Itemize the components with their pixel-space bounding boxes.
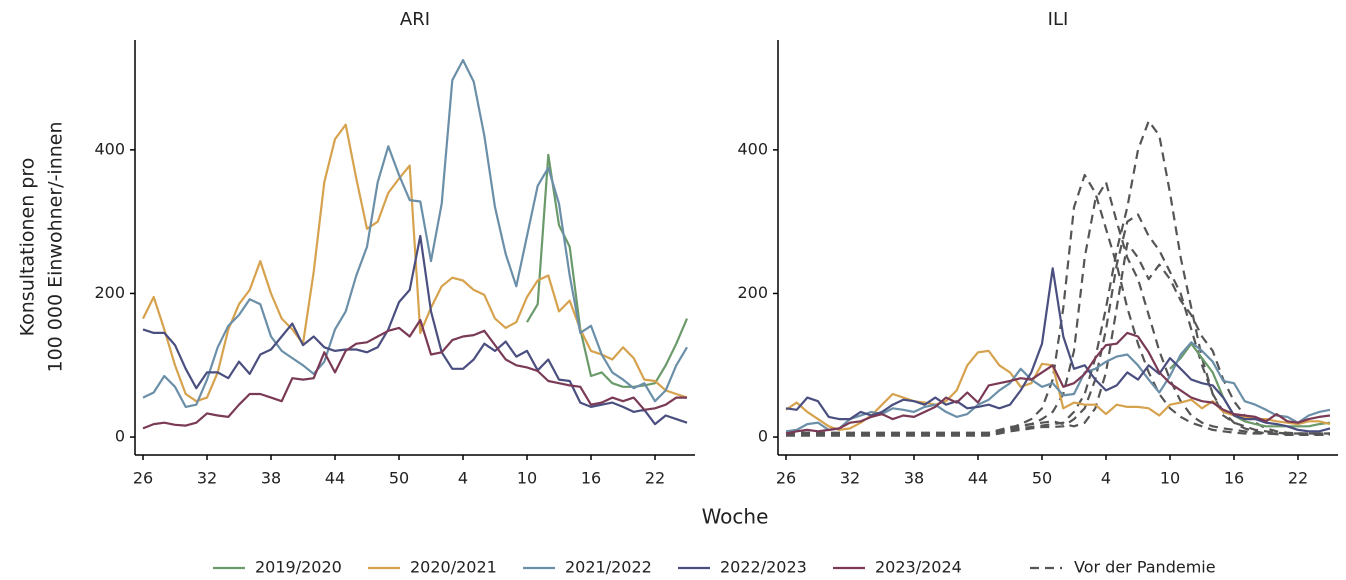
x-tick-label: 10 — [517, 469, 537, 488]
y-tick-label: 200 — [94, 283, 125, 302]
y-tick-label: 400 — [94, 139, 125, 158]
reference-line — [786, 242, 1330, 435]
x-tick-label: 26 — [133, 469, 153, 488]
series-line — [785, 331, 1331, 435]
y-axis-label: Konsultationen pro — [17, 158, 39, 337]
x-axis-label: Woche — [702, 505, 769, 529]
reference-line — [786, 213, 1330, 437]
legend-label: 2022/2023 — [720, 558, 807, 577]
x-tick-label: 32 — [197, 469, 217, 488]
series-line — [142, 123, 688, 403]
x-tick-label: 22 — [645, 469, 665, 488]
y-tick-label: 0 — [758, 427, 768, 446]
legend-label: 2019/2020 — [255, 558, 342, 577]
x-tick-label: 26 — [776, 469, 796, 488]
x-tick-label: 4 — [1101, 469, 1111, 488]
series-line — [142, 234, 688, 426]
legend-label: 2021/2022 — [565, 558, 652, 577]
y-tick-label: 400 — [737, 139, 768, 158]
legend-label: Vor der Pandemie — [1074, 558, 1216, 577]
y-tick-label: 0 — [115, 427, 125, 446]
series-line — [142, 318, 687, 430]
x-tick-label: 44 — [968, 469, 988, 488]
legend-label: 2020/2021 — [410, 558, 497, 577]
x-tick-label: 16 — [581, 469, 601, 488]
series-line — [785, 267, 1331, 433]
series-line — [1169, 342, 1331, 428]
x-tick-label: 10 — [1160, 469, 1180, 488]
x-tick-label: 50 — [1032, 469, 1052, 488]
series-line — [526, 153, 689, 388]
x-tick-label: 32 — [840, 469, 860, 488]
x-tick-label: 4 — [458, 469, 468, 488]
panel-title: ILI — [1048, 9, 1069, 30]
y-axis-label: 100 000 Einwohner/-innen — [45, 121, 67, 372]
x-tick-label: 38 — [261, 469, 281, 488]
x-tick-label: 44 — [325, 469, 345, 488]
x-tick-label: 22 — [1288, 469, 1308, 488]
series-line — [142, 59, 688, 408]
x-tick-label: 16 — [1224, 469, 1244, 488]
panel-title: ARI — [400, 9, 430, 30]
legend-label: 2023/2024 — [875, 558, 962, 577]
y-tick-label: 200 — [737, 283, 768, 302]
x-tick-label: 50 — [389, 469, 409, 488]
x-tick-label: 38 — [904, 469, 924, 488]
